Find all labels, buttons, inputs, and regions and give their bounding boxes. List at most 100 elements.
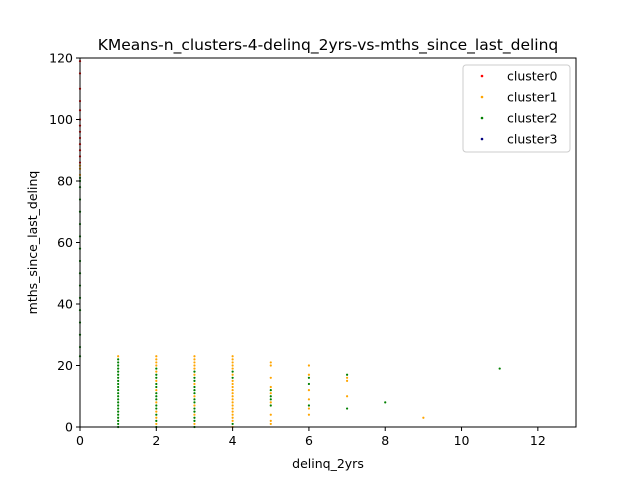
data-point-cluster1-33 [231, 401, 234, 404]
legend-label-cluster0: cluster0 [507, 69, 558, 84]
data-point-cluster2-29 [117, 389, 120, 392]
data-point-cluster1-27 [231, 419, 234, 422]
data-point-cluster2-45 [155, 398, 158, 401]
data-point-cluster2-79 [498, 367, 501, 370]
data-point-cluster1-38 [231, 385, 234, 389]
plot-area [78, 59, 501, 429]
data-point-cluster1-21 [193, 367, 196, 370]
data-point-cluster1-13 [155, 358, 158, 361]
data-point-cluster1-65 [422, 416, 425, 419]
data-point-cluster2-65 [193, 370, 196, 373]
data-point-cluster1-4 [155, 422, 158, 426]
data-point-cluster2-67 [231, 376, 234, 379]
data-point-cluster2-44 [155, 404, 158, 407]
x-tick-label-1: 2 [152, 433, 160, 448]
data-point-cluster1-49 [269, 413, 272, 416]
data-point-cluster1-23 [193, 361, 196, 364]
data-point-cluster1-64 [345, 376, 349, 379]
data-point-cluster1-28 [231, 416, 234, 419]
data-point-cluster1-47 [269, 422, 272, 426]
data-point-cluster2-77 [345, 373, 349, 376]
data-point-cluster1-6 [155, 410, 158, 413]
data-point-cluster2-39 [117, 358, 120, 361]
data-point-cluster2-64 [193, 376, 196, 379]
data-point-cluster1-42 [231, 367, 234, 370]
data-point-cluster2-55 [193, 416, 196, 419]
data-point-cluster1-3 [117, 355, 120, 358]
data-point-cluster2-74 [307, 382, 311, 386]
data-point-cluster1-29 [231, 413, 234, 416]
x-tick-label-6: 12 [530, 433, 546, 448]
data-point-cluster2-73 [307, 404, 311, 407]
x-tick-label-2: 4 [229, 433, 237, 448]
data-point-cluster2-41 [155, 419, 158, 422]
data-point-cluster2-57 [193, 407, 196, 410]
legend-marker-cluster3 [480, 137, 484, 141]
data-point-cluster1-59 [307, 389, 311, 392]
data-point-cluster1-58 [307, 398, 311, 401]
data-point-cluster2-50 [155, 376, 158, 379]
data-point-cluster2-47 [155, 392, 158, 395]
data-point-cluster1-45 [231, 358, 234, 361]
data-point-cluster2-72 [269, 389, 272, 392]
legend: cluster0 cluster1 cluster2 cluster3 [462, 64, 571, 153]
data-point-cluster1-11 [155, 364, 158, 367]
data-point-cluster1-46 [231, 355, 234, 358]
data-point-cluster2-24 [117, 404, 120, 407]
y-tick-label-1: 20 [57, 358, 73, 373]
data-point-cluster2-35 [117, 370, 120, 373]
data-point-cluster1-50 [269, 401, 272, 404]
data-point-cluster2-19 [117, 419, 120, 422]
data-point-cluster2-54 [193, 419, 196, 422]
data-point-cluster1-60 [307, 373, 311, 376]
data-point-cluster1-24 [193, 358, 196, 361]
data-point-cluster1-55 [269, 361, 272, 364]
data-point-cluster2-71 [269, 395, 272, 398]
data-point-cluster2-60 [193, 392, 196, 395]
legend-label-cluster2: cluster2 [507, 111, 557, 126]
data-point-cluster2-42 [155, 413, 158, 416]
data-point-cluster2-62 [193, 385, 196, 389]
data-point-cluster2-34 [117, 373, 120, 376]
data-point-cluster1-35 [231, 395, 234, 398]
data-point-cluster1-16 [193, 413, 196, 416]
data-point-cluster1-7 [155, 401, 158, 404]
data-point-cluster1-43 [231, 364, 234, 367]
data-point-cluster1-51 [269, 392, 272, 395]
data-point-cluster2-37 [117, 364, 120, 367]
data-point-cluster1-14 [155, 355, 158, 358]
data-point-cluster2-63 [193, 379, 196, 382]
data-point-cluster2-78 [384, 401, 387, 404]
data-point-cluster1-20 [193, 373, 196, 376]
data-point-cluster2-25 [117, 401, 120, 404]
data-point-cluster1-22 [193, 364, 196, 367]
data-point-cluster2-18 [117, 422, 120, 426]
data-point-cluster1-53 [269, 376, 272, 379]
series-cluster1 [78, 164, 425, 429]
data-point-cluster1-56 [307, 413, 311, 416]
data-point-cluster2-51 [155, 373, 158, 376]
legend-marker-cluster2 [480, 116, 484, 120]
data-point-cluster2-49 [155, 382, 158, 386]
y-axis-label: mths_since_last_delinq [25, 171, 40, 315]
data-point-cluster2-59 [193, 398, 196, 401]
x-tick-label-5: 10 [454, 433, 470, 448]
data-point-cluster2-36 [117, 367, 120, 370]
x-axis: 0 2 4 6 8 10 12 [76, 427, 546, 448]
data-point-cluster2-22 [117, 410, 120, 413]
data-point-cluster2-30 [117, 385, 120, 389]
x-tick-label-3: 6 [305, 433, 313, 448]
y-tick-label-4: 80 [57, 174, 73, 189]
data-point-cluster1-34 [231, 398, 234, 401]
data-point-cluster1-62 [345, 395, 349, 398]
data-point-cluster1-63 [345, 379, 349, 382]
chart-title: KMeans-n_clusters-4-delinq_2yrs-vs-mths_… [98, 36, 559, 55]
data-point-cluster2-66 [231, 422, 234, 426]
data-point-cluster1-12 [155, 361, 158, 364]
data-point-cluster1-52 [269, 385, 272, 389]
y-tick-label-6: 120 [49, 51, 73, 66]
data-point-cluster1-40 [231, 379, 234, 382]
data-point-cluster2-76 [345, 407, 349, 410]
data-point-cluster1-8 [155, 389, 158, 392]
data-point-cluster1-15 [193, 422, 196, 426]
